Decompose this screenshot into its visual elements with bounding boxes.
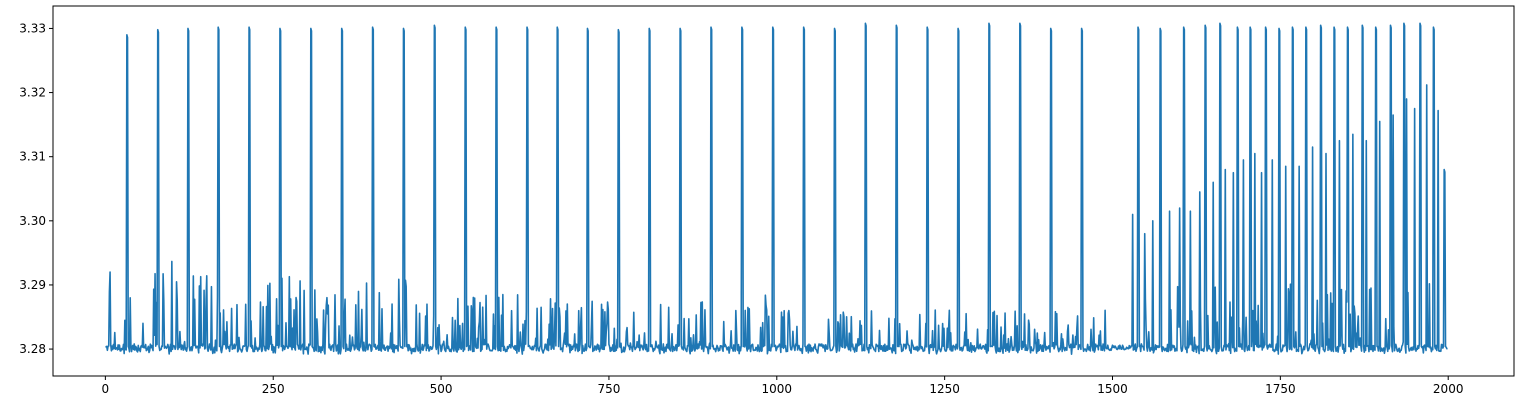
x-tick-label: 1000 [762, 382, 793, 396]
series-layer [105, 22, 1448, 355]
x-tick-label: 0 [102, 382, 110, 396]
y-tick-label: 3.30 [19, 214, 46, 228]
y-tick-label: 3.29 [19, 278, 46, 292]
y-tick-label: 3.31 [19, 150, 46, 164]
x-tick-label: 1500 [1097, 382, 1128, 396]
series-line [105, 22, 1448, 355]
y-tick-label: 3.32 [19, 86, 46, 100]
x-tick-label: 1750 [1265, 382, 1296, 396]
x-tick-label: 2000 [1433, 382, 1464, 396]
x-tick-label: 250 [262, 382, 285, 396]
plot-area-frame [52, 5, 1515, 377]
y-tick-label: 3.33 [19, 21, 46, 35]
x-axis: 0 250 500 750 1000 1250 1500 1750 2000 [102, 376, 1464, 396]
y-tick-label: 3.28 [19, 342, 46, 356]
y-axis: 3.28 3.29 3.30 3.31 3.32 3.33 [19, 21, 53, 356]
x-tick-label: 500 [430, 382, 453, 396]
x-tick-label: 1250 [929, 382, 960, 396]
x-tick-label: 750 [597, 382, 620, 396]
